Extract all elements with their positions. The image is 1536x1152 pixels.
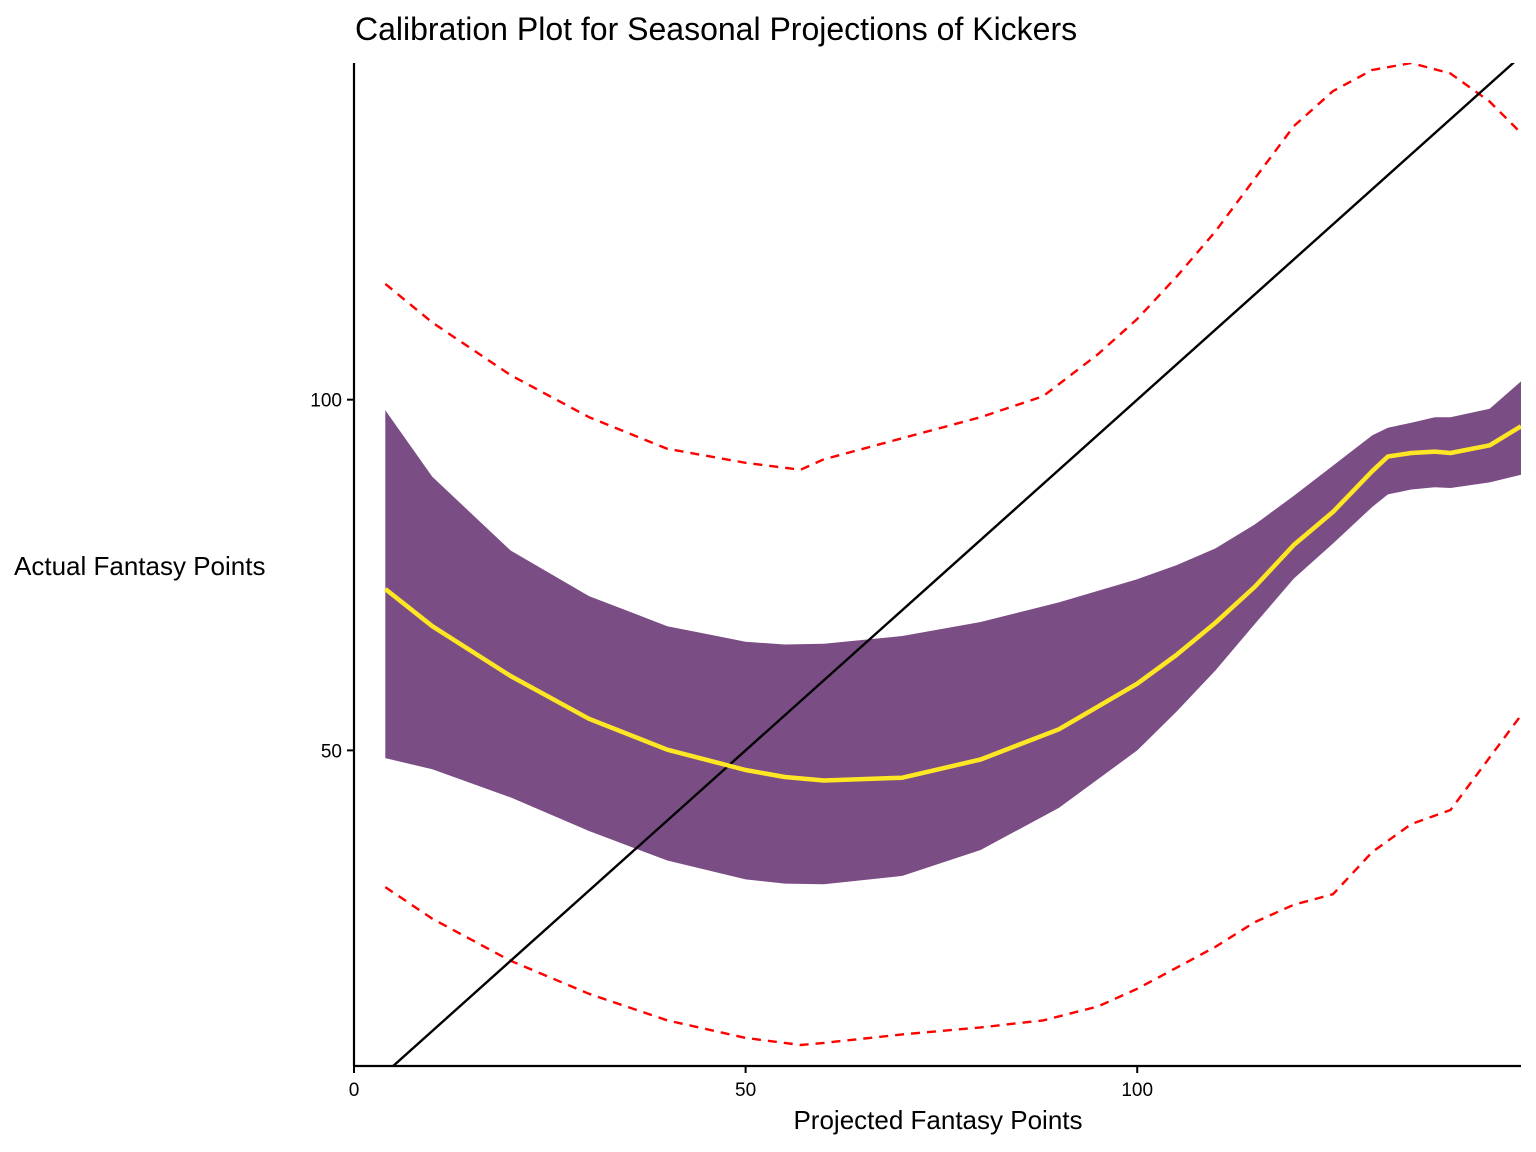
prediction-interval-upper <box>384 63 1521 472</box>
chart-title: Calibration Plot for Seasonal Projection… <box>355 11 1077 47</box>
plot-area <box>383 63 1521 1066</box>
x-tick-label: 0 <box>349 1080 360 1101</box>
y-tick-label: 100 <box>310 391 342 412</box>
y-tick-label: 50 <box>321 741 342 762</box>
x-tick-label: 50 <box>735 1080 756 1101</box>
x-tick-label: 100 <box>1121 1080 1153 1101</box>
confidence-band <box>385 381 1521 885</box>
x-axis-title: Projected Fantasy Points <box>793 1105 1082 1135</box>
reference-line <box>391 63 1515 1066</box>
calibration-curve <box>383 424 1521 783</box>
y-axis-title: Actual Fantasy Points <box>14 551 265 581</box>
